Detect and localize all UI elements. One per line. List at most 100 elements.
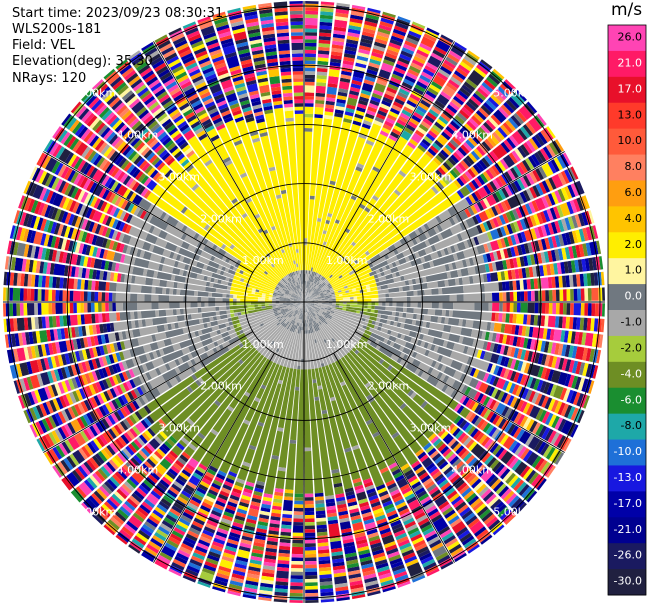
ray-gate <box>499 344 506 355</box>
ray-gate <box>582 347 588 361</box>
ray-gate <box>308 270 311 275</box>
ray-gate <box>470 428 479 438</box>
ray-gate <box>356 162 365 169</box>
ray-gate <box>273 290 281 295</box>
ray-gate <box>465 155 475 165</box>
ray-gate <box>321 366 335 398</box>
ray-gate <box>334 360 371 422</box>
ray-gate <box>261 575 274 581</box>
ray-gate <box>522 190 531 202</box>
ray-gate <box>29 424 38 438</box>
ray-gate <box>417 46 431 55</box>
ray-gate <box>594 303 599 317</box>
ray-gate <box>304 245 307 271</box>
ray-gate <box>187 457 199 469</box>
ray-gate <box>219 422 249 474</box>
ray-gate <box>292 307 300 317</box>
ray-gate <box>408 230 418 240</box>
ray-gate <box>444 144 455 154</box>
ray-gate <box>440 164 449 174</box>
ray-gate <box>118 331 124 341</box>
ray-gate <box>351 241 357 247</box>
ray-gate <box>254 397 261 403</box>
ray-gate <box>535 183 544 196</box>
ray-gate <box>67 240 74 252</box>
ray-gate <box>356 106 366 113</box>
ray-gate <box>527 302 535 314</box>
ray-gate <box>250 501 261 507</box>
ray-gate <box>125 461 135 473</box>
ray-gate <box>446 82 458 92</box>
ray-gate <box>52 144 63 158</box>
ray-gate <box>390 35 404 43</box>
ray-gate <box>445 56 458 67</box>
ray-gate <box>111 457 122 468</box>
ray-gate <box>61 380 69 393</box>
ray-gate <box>573 303 582 316</box>
ray-gate <box>316 308 323 313</box>
ray-gate <box>390 76 402 85</box>
ray-gate <box>189 272 198 279</box>
ray-gate <box>486 231 493 241</box>
ray-gate <box>392 495 404 503</box>
ray-gate <box>157 482 168 492</box>
ray-gate <box>404 493 416 501</box>
ray-gate <box>493 365 500 376</box>
ray-gate <box>299 308 302 312</box>
ray-gate <box>61 238 67 251</box>
ray-gate <box>445 125 456 136</box>
ray-gate <box>447 53 460 64</box>
ray-gate <box>309 305 325 317</box>
ray-gate <box>161 520 174 530</box>
ray-gate <box>162 345 175 355</box>
ray-gate <box>448 101 460 111</box>
ray-gate <box>125 370 132 380</box>
ray-gate <box>399 542 412 551</box>
ray-gate <box>85 348 92 360</box>
ray-gate <box>198 508 210 516</box>
ray-gate <box>563 261 569 274</box>
ray-gate <box>24 393 32 407</box>
ray-gate <box>468 152 478 163</box>
ray-gate <box>513 359 520 371</box>
ray-gate <box>150 537 163 548</box>
ray-gate <box>355 110 365 116</box>
ray-gate <box>148 225 155 234</box>
ray-gate <box>420 120 431 130</box>
ray-gate <box>322 311 333 318</box>
ray-gate <box>346 306 364 312</box>
ray-gate <box>397 16 411 23</box>
ray-gate <box>80 161 89 174</box>
ray-gate <box>526 338 532 350</box>
ray-gate <box>424 480 435 490</box>
ray-gate <box>533 278 539 289</box>
ray-gate <box>86 459 97 471</box>
ray-gate <box>209 330 218 338</box>
ray-gate <box>498 485 510 498</box>
ray-gate <box>132 512 145 523</box>
ray-gate <box>98 213 106 224</box>
ray-gate <box>376 517 388 525</box>
ray-gate <box>584 332 594 347</box>
ray-gate <box>587 303 592 316</box>
ray-gate <box>531 154 541 167</box>
ray-gate <box>121 360 128 370</box>
ray-gate <box>232 319 240 325</box>
ray-gate <box>387 551 400 559</box>
ray-gate <box>74 216 82 228</box>
ray-gate <box>227 590 241 597</box>
ray-gate <box>432 438 442 447</box>
ray-gate <box>518 105 533 120</box>
ray-gate <box>420 225 427 233</box>
ray-gate <box>581 378 589 392</box>
ray-gate <box>96 436 106 448</box>
ray-gate <box>102 160 111 172</box>
ray-gate <box>456 482 468 492</box>
ray-gate <box>95 407 104 419</box>
ray-gate <box>569 390 578 404</box>
ray-gate <box>578 213 585 227</box>
ray-gate <box>312 332 316 340</box>
ray-gate <box>547 369 555 382</box>
ray-gate <box>563 303 567 315</box>
ray-gate <box>408 279 413 285</box>
